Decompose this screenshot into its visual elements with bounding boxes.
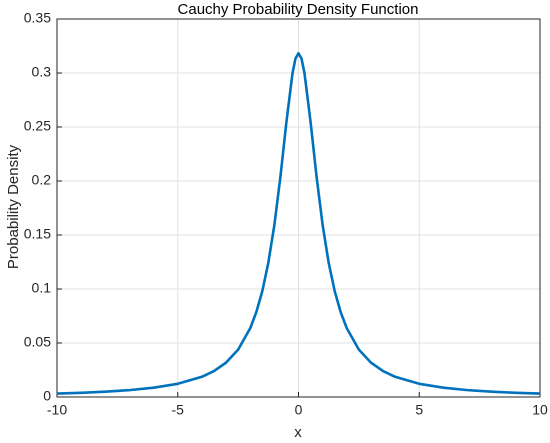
y-tick-label: 0 <box>43 388 51 404</box>
chart-title: Cauchy Probability Density Function <box>178 1 419 18</box>
y-tick-label: 0.05 <box>24 334 51 350</box>
y-tick-label: 0.35 <box>24 10 51 26</box>
x-tick-label: -5 <box>172 402 185 418</box>
y-tick-label: 0.3 <box>32 64 52 80</box>
axes-box <box>56 18 541 398</box>
y-tick-label: 0.25 <box>24 118 51 134</box>
x-tick-label: 10 <box>532 402 548 418</box>
y-tick-label: 0.15 <box>24 226 51 242</box>
x-axis-label: x <box>294 424 302 441</box>
y-axis-label: Probability Density <box>5 144 22 269</box>
x-tick-label: 5 <box>415 402 423 418</box>
y-tick-label: 0.2 <box>32 172 52 188</box>
x-tick-label: 0 <box>295 402 303 418</box>
x-tick-label: -10 <box>47 402 67 418</box>
y-tick-label: 0.1 <box>32 280 52 296</box>
data-line <box>56 51 541 395</box>
